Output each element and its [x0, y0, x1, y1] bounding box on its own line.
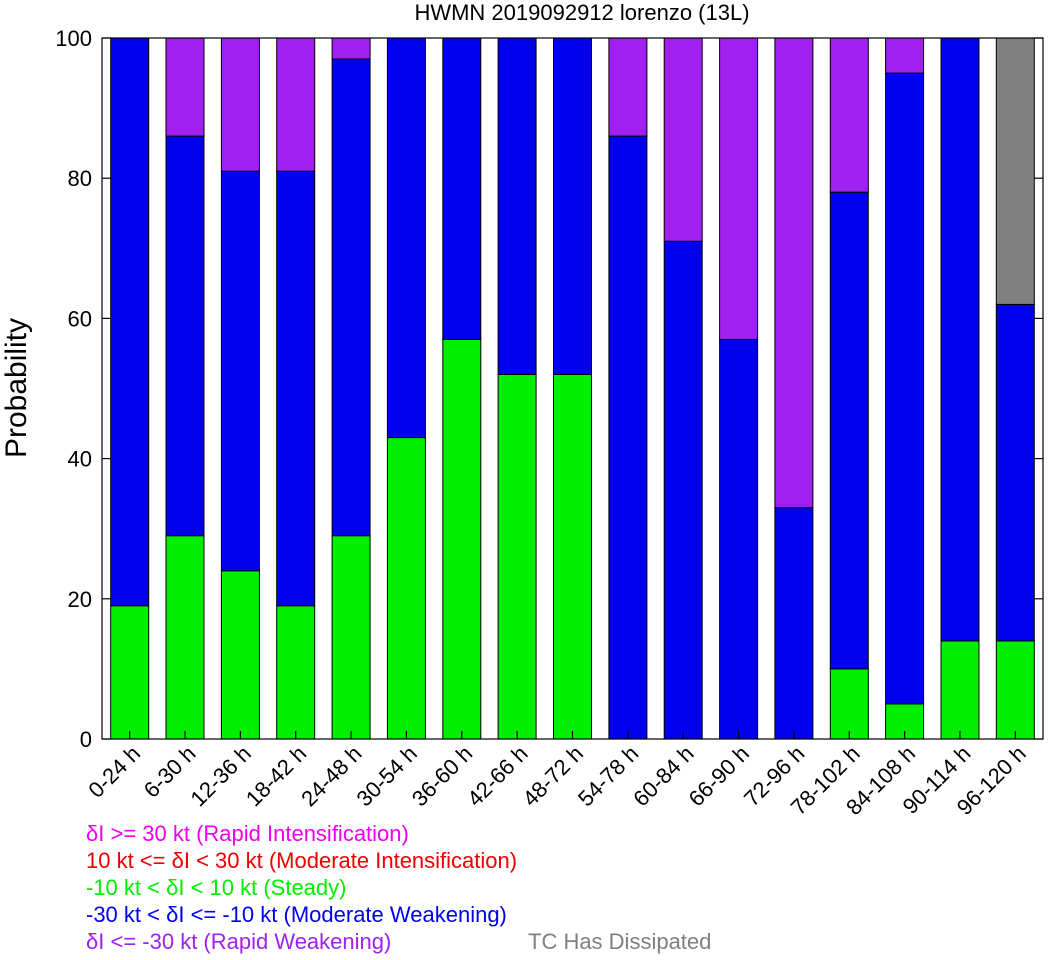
- x-tick-label-3: 18-42 h: [241, 741, 311, 811]
- bar-segment-18-42h-s1: [276, 170, 316, 607]
- legend-entry-rapid-weakening: δI <= -30 kt (Rapid Weakening): [86, 929, 392, 954]
- bar-segment-72-96h-s2: [774, 37, 814, 509]
- bar-segment-96-120h-s1: [995, 303, 1035, 642]
- bar-segment-90-114h-s1: [940, 37, 980, 642]
- y-tick-label-60: 60: [68, 306, 92, 331]
- bar-segment-24-48h-s1: [331, 58, 371, 537]
- x-tick-label-5: 30-54 h: [352, 741, 422, 811]
- bar-segment-12-36h-s1: [220, 170, 260, 572]
- bars-group: [110, 37, 1035, 740]
- bar-segment-48-72h-s0: [553, 374, 592, 740]
- x-tick-label-6: 36-60 h: [407, 741, 477, 811]
- bar-segment-96-120h-s3: [995, 37, 1035, 305]
- legend-entry-dissipated: TC Has Dissipated: [528, 929, 712, 954]
- bar-segment-30-54h-s1: [386, 37, 426, 439]
- legend-entry-steady: -10 kt < δI < 10 kt (Steady): [86, 875, 347, 900]
- bar-segment-42-66h-s1: [497, 37, 537, 375]
- bar-segment-60-84h-s2: [663, 37, 703, 242]
- bar-segment-6-30h-s0: [165, 535, 205, 740]
- bar-segment-18-42h-s0: [276, 605, 316, 740]
- y-tick-label-100: 100: [55, 26, 92, 51]
- bar-segment-66-90h-s1: [719, 338, 759, 740]
- bar-segment-72-96h-s1: [774, 507, 814, 740]
- legend-entry-moderate-intensification: 10 kt <= δI < 30 kt (Moderate Intensific…: [86, 848, 518, 873]
- x-ticks-group: 0-24 h6-30 h12-36 h18-42 h24-48 h30-54 h…: [83, 731, 1031, 820]
- bar-segment-24-48h-s2: [331, 37, 371, 60]
- bar-segment-90-114h-s0: [940, 640, 980, 740]
- x-tick-label-7: 42-66 h: [462, 741, 532, 811]
- bar-segment-0-24h-s1: [110, 37, 150, 607]
- bar-segment-54-78h-s2: [608, 37, 648, 137]
- y-axis-label: Probability: [0, 318, 33, 458]
- legend-entry-moderate-weakening: -30 kt < δI <= -10 kt (Moderate Weakenin…: [86, 902, 507, 927]
- x-tick-label-10: 60-84 h: [628, 741, 698, 811]
- x-tick-label-2: 12-36 h: [185, 741, 255, 811]
- y-tick-label-0: 0: [80, 727, 92, 752]
- bar-segment-36-60h-s1: [442, 37, 482, 340]
- x-tick-label-4: 24-48 h: [296, 741, 366, 811]
- bar-segment-84-108h-s2: [885, 37, 925, 74]
- bar-segment-66-90h-s2: [719, 37, 759, 340]
- bar-segment-96-120h-s0: [995, 640, 1035, 740]
- x-tick-label-9: 54-78 h: [573, 741, 643, 811]
- bar-segment-84-108h-s1: [885, 72, 925, 705]
- x-tick-label-0: 0-24 h: [83, 741, 145, 803]
- y-ticks-group: 0 20 40 60 80 100: [55, 26, 1043, 752]
- bar-segment-30-54h-s0: [386, 437, 426, 740]
- bar-segment-36-60h-s0: [442, 338, 482, 740]
- bar-segment-78-102h-s0: [829, 668, 869, 740]
- bar-segment-48-72h-s1: [553, 37, 592, 375]
- bar-segment-12-36h-s2: [220, 37, 260, 172]
- bar-segment-18-42h-s2: [276, 37, 316, 172]
- y-tick-label-20: 20: [68, 587, 92, 612]
- chart-title: HWMN 2019092912 lorenzo (13L): [414, 0, 749, 25]
- bar-segment-6-30h-s2: [165, 37, 205, 137]
- bar-segment-60-84h-s1: [663, 240, 703, 740]
- bar-segment-78-102h-s1: [829, 191, 869, 670]
- bar-segment-42-66h-s0: [497, 374, 537, 740]
- x-tick-label-11: 66-90 h: [684, 741, 754, 811]
- bar-segment-12-36h-s0: [220, 570, 260, 740]
- legend-entry-rapid-intensification: δI >= 30 kt (Rapid Intensification): [86, 821, 409, 846]
- y-tick-label-40: 40: [68, 447, 92, 472]
- bar-segment-78-102h-s2: [829, 37, 869, 193]
- bar-segment-6-30h-s1: [165, 135, 205, 537]
- x-tick-label-8: 48-72 h: [518, 741, 588, 811]
- y-tick-label-80: 80: [68, 166, 92, 191]
- bar-segment-24-48h-s0: [331, 535, 371, 740]
- bar-segment-0-24h-s0: [110, 605, 150, 740]
- bar-segment-54-78h-s1: [608, 135, 648, 740]
